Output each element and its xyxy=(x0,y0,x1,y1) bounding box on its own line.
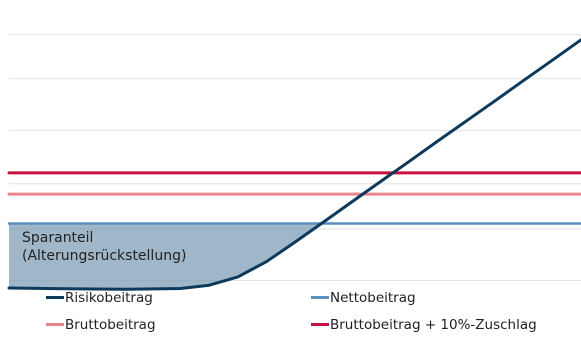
series-line-risikobeitrag xyxy=(7,38,581,291)
legend-item-bruttobeitrag: Bruttobeitrag xyxy=(46,317,156,333)
legend-item-nettobeitrag: Nettobeitrag xyxy=(311,290,416,306)
legend-item-risikobeitrag: Risikobeitrag xyxy=(46,290,153,306)
legend-label-bruttobeitrag-zuschlag: Bruttobeitrag + 10%-Zuschlag xyxy=(330,317,537,333)
legend-item-bruttobeitrag-zuschlag: Bruttobeitrag + 10%-Zuschlag xyxy=(311,317,537,333)
legend-label-bruttobeitrag: Bruttobeitrag xyxy=(65,317,156,333)
area-label-line-2: (Alterungsrückstellung) xyxy=(22,248,186,264)
legend-label-risikobeitrag: Risikobeitrag xyxy=(65,290,153,306)
legend: Risikobeitrag Nettobeitrag Bruttobeitrag… xyxy=(46,290,537,333)
legend-label-nettobeitrag: Nettobeitrag xyxy=(330,290,416,306)
series-lines xyxy=(7,38,581,291)
area-label-line-1: Sparanteil xyxy=(22,230,93,246)
